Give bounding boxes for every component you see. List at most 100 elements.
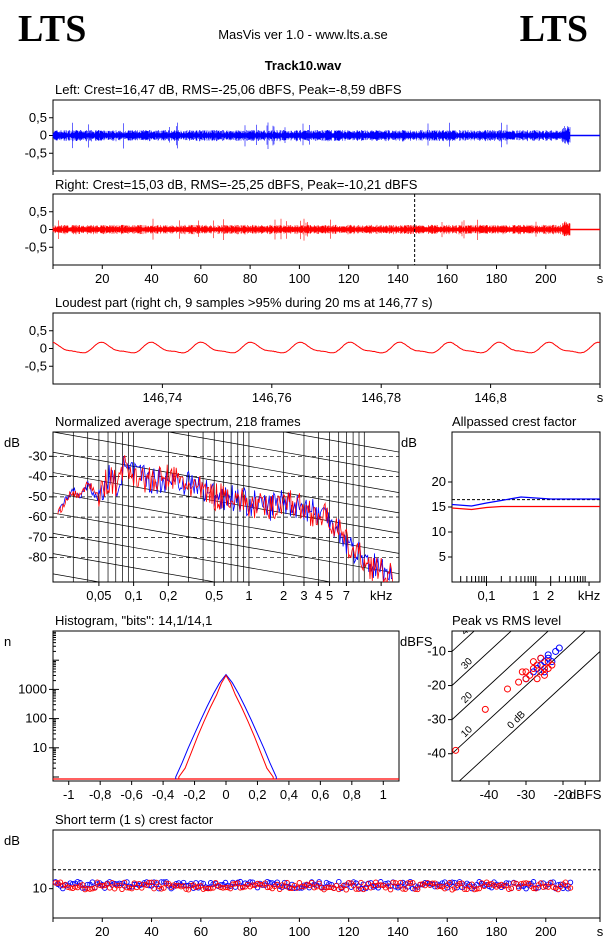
short-term-crest-point-right — [311, 884, 317, 891]
short-term-crest-point-right — [407, 880, 414, 887]
left-waveform-title: Left: Crest=16,47 dB, RMS=-25,06 dBFS, P… — [55, 82, 402, 97]
peak-vs-rms-point-right — [526, 671, 534, 679]
right-waveform-signal — [52, 218, 571, 241]
short-term-crest-point-right — [345, 880, 352, 886]
peak-vs-rms-ytick-label: -30 — [427, 712, 446, 727]
short-term-crest-point-right — [486, 881, 492, 888]
short-term-crest-point-right — [276, 886, 283, 893]
short-term-crest-point-right — [518, 881, 524, 887]
peak-vs-rms-ytick-label: -20 — [427, 678, 446, 693]
app-title: MasVis ver 1.0 - www.lts.a.se — [218, 27, 388, 42]
short-term-crest-point-right — [237, 885, 244, 891]
histogram-xtick-label: -0,2 — [183, 787, 205, 802]
peak-vs-rms-point-right — [541, 665, 548, 672]
short-term-crest-point-right — [161, 885, 167, 891]
short-term-crest-point-right — [230, 881, 236, 887]
histogram-title: Histogram, "bits": 14,1/14,1 — [55, 613, 212, 628]
short-term-crest-xtick-label: s — [597, 924, 604, 939]
short-term-crest-point-left — [336, 878, 342, 885]
short-term-crest-point-right — [316, 880, 322, 887]
short-term-crest-point-right — [195, 883, 202, 890]
spectrum-xtick-label: kHz — [370, 588, 392, 603]
left-waveform-ytick-label: 0 — [40, 128, 47, 143]
peak-vs-rms-point-left — [544, 651, 552, 659]
short-term-crest-point-right — [503, 882, 510, 889]
short-term-crest-point-right — [264, 884, 271, 891]
short-term-crest-title: Short term (1 s) crest factor — [55, 812, 214, 827]
loudest-part-ytick-label: 0 — [40, 341, 47, 356]
short-term-crest-point-right — [326, 884, 332, 891]
allpassed-crest-panel: Allpassed crest factor dB 20 15 10 5 0,1 1 2 kH… — [401, 414, 601, 603]
loudest-part-ytick-label: 0,5 — [29, 323, 47, 338]
short-term-crest-xtick-label: 100 — [289, 924, 311, 939]
short-term-crest-point-right — [543, 883, 549, 889]
short-term-crest-point-right — [432, 880, 438, 886]
spectrum-curves — [57, 455, 393, 582]
short-term-crest-point-right — [390, 879, 396, 886]
short-term-crest-point-right — [257, 881, 263, 888]
spectrum-xtick-label: 7 — [343, 588, 350, 603]
spectrum-xtick-label: 3 — [300, 588, 307, 603]
short-term-crest-point-right — [461, 886, 468, 892]
right-waveform-xtick-label: 140 — [387, 271, 409, 286]
short-term-crest-point-right — [333, 882, 340, 889]
loudest-part-title: Loudest part (right ch, 9 samples >95% d… — [55, 295, 433, 310]
histogram-ytick-label: 1000 — [18, 681, 47, 696]
spectrum-ylabel: dB — [4, 435, 20, 450]
spectrum-xtick-label: 0,1 — [125, 588, 143, 603]
peak-vs-rms-xtick-label: -40 — [480, 787, 499, 802]
short-term-crest-point-right — [409, 880, 416, 886]
allpassed-crest-ytick-label: 10 — [432, 524, 446, 539]
allpassed-crest-ytick-label: 15 — [432, 499, 446, 514]
logo-right: LTS — [519, 8, 588, 50]
short-term-crest-point-right — [501, 883, 507, 889]
short-term-crest-point-right — [185, 886, 192, 893]
short-term-crest-point-left — [523, 885, 529, 892]
peak-vs-rms-xtick-label: -30 — [517, 787, 536, 802]
right-waveform-xtick-label: 80 — [243, 271, 257, 286]
file-name: Track10.wav — [265, 58, 342, 73]
loudest-part-xtick-label: s — [597, 390, 604, 405]
short-term-crest-point-right — [183, 886, 189, 892]
spectrum-slope-line — [53, 492, 399, 554]
short-term-crest-point-right — [377, 882, 384, 888]
allpassed-crest-series-right — [451, 505, 600, 511]
peak-vs-rms-crest-line — [458, 651, 600, 781]
short-term-crest-point-right — [459, 880, 465, 886]
short-term-crest-point-right — [400, 886, 406, 892]
short-term-crest-point-right — [446, 879, 453, 886]
short-term-crest-point-right — [158, 886, 165, 892]
peak-vs-rms-crest-label: 20 — [459, 690, 475, 706]
short-term-crest-point-right — [296, 880, 303, 886]
right-waveform-panel: Right: Crest=15,03 dB, RMS=-25,25 dBFS, … — [25, 177, 604, 286]
short-term-crest-point-right — [365, 881, 372, 887]
short-term-crest-point-left — [289, 881, 295, 888]
short-term-crest-point-right — [178, 883, 184, 890]
short-term-crest-point-right — [550, 884, 556, 890]
short-term-crest-point-right — [402, 886, 409, 892]
left-waveform-ytick-label: 0,5 — [29, 110, 47, 125]
short-term-crest-point-right — [350, 882, 357, 889]
short-term-crest-point-left — [316, 879, 322, 885]
right-waveform-xtick-label: 120 — [338, 271, 360, 286]
short-term-crest-point-right — [284, 879, 290, 886]
short-term-crest-xtick-label: 60 — [194, 924, 208, 939]
logo-left: LTS — [18, 8, 87, 50]
short-term-crest-point-right — [227, 885, 234, 892]
short-term-crest-point-right — [562, 879, 569, 886]
short-term-crest-point-right — [121, 879, 128, 886]
spectrum-slope-line — [53, 47, 399, 108]
short-term-crest-point-right — [99, 883, 106, 889]
short-term-crest-point-right — [239, 884, 246, 891]
histogram-xtick-label: -1 — [63, 787, 75, 802]
loudest-part-frame — [52, 312, 601, 385]
histogram-ytick-label: 10 — [33, 740, 47, 755]
histogram-panel: Histogram, "bits": 14,1/14,1 n 100010010… — [4, 613, 400, 802]
short-term-crest-frame — [52, 829, 601, 919]
short-term-crest-point-right — [417, 881, 423, 888]
right-waveform-xtick-label: 160 — [436, 271, 458, 286]
short-term-crest-point-right — [353, 886, 359, 892]
loudest-part-xtick-label: 146,74 — [143, 390, 183, 405]
spectrum-ytick-label: -80 — [28, 550, 47, 565]
short-term-crest-point-right — [193, 884, 199, 891]
